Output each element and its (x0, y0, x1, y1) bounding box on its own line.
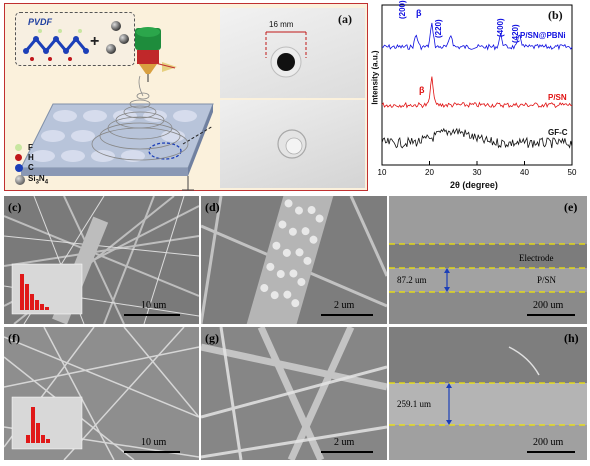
series-label-gfc: GF-C (548, 128, 568, 137)
sem-c-texture (4, 196, 199, 324)
photo-top: 16 mm (a) (220, 8, 365, 98)
scale-label-h: 200 um (533, 437, 564, 448)
legend-dot-si3n4 (15, 174, 25, 185)
spinneret-icon (135, 27, 177, 82)
histogram-c (11, 263, 83, 315)
sem-e-texture (389, 196, 587, 324)
sem-d-texture (201, 196, 387, 324)
scalebar-d (321, 314, 373, 316)
peak-label-200: (200) (398, 0, 407, 19)
panel-a: PVDF + (4, 3, 368, 191)
panel-letter-a: (a) (338, 12, 352, 26)
panel-letter-g: (g) (205, 331, 219, 345)
scale-label-c: 10 um (141, 300, 167, 311)
peak-label-beta-red: β (419, 85, 425, 95)
panel-letter-e: (e) (564, 200, 578, 214)
fiber-spiral (91, 75, 189, 161)
panel-e: (e) Electrode P/SN 87.2 um 200 um (389, 196, 587, 324)
pvdf-label: PVDF (28, 17, 53, 27)
x-tick-label: 40 (520, 168, 529, 177)
sem-f-texture (4, 327, 199, 460)
histogram-f (11, 396, 83, 450)
legend-label-c: C (28, 163, 34, 172)
pvdf-inset: PVDF + (15, 12, 135, 66)
xrd-xlabel: 2θ (degree) (450, 180, 498, 190)
scalebar-h (527, 451, 575, 453)
sem-g-texture (201, 327, 387, 460)
panel-c: (c) 10 um (4, 196, 199, 324)
disc-photo (265, 31, 307, 78)
molecule-chain (23, 29, 89, 61)
panel-letter-f: (f) (8, 331, 20, 345)
legend-item-si3n4: Si3N4 (15, 173, 55, 186)
x-tick-label: 30 (473, 168, 482, 177)
peak-label-420: (420) (511, 24, 520, 43)
panel-b: 10 20 30 40 50 Intensity (a.u.) 2θ (degree) … (370, 0, 588, 193)
atom-legend: F H C Si3N4 (15, 142, 55, 186)
panel-g: (g) 2 um (201, 327, 387, 460)
panel-letter-c: (c) (8, 200, 22, 214)
thickness-label-e: 87.2 um (397, 275, 427, 285)
layer-label-electrode: Electrode (519, 253, 554, 263)
panel-d: (d) 2 um (201, 196, 387, 324)
scale-label-d: 2 um (334, 300, 355, 311)
peak-label-220: (220) (434, 19, 443, 38)
legend-label-h: H (28, 152, 34, 162)
scale-label-e: 200 um (533, 300, 564, 311)
xrd-chart: 10 20 30 40 50 (378, 4, 577, 177)
series-line-1 (381, 76, 573, 109)
series-line-2 (381, 127, 573, 149)
xrd-ylabel: Intensity (a.u.) (370, 50, 380, 105)
legend-item-c: C (15, 162, 55, 173)
panel-letter-d: (d) (205, 200, 220, 214)
series-label-psn-pbni: P/SN@PBNi (520, 31, 566, 40)
legend-item-h: H (15, 152, 55, 162)
target-ellipse (148, 142, 182, 160)
legend-label-f: F (28, 142, 33, 152)
plus-sign: + (90, 33, 100, 50)
pvdf-molecule (23, 29, 89, 61)
panel-h: (h) 259.1 um 200 um (389, 327, 587, 460)
legend-label-si3n4: Si3N4 (28, 173, 49, 186)
scalebar-e (527, 314, 575, 316)
scalebar-g (321, 451, 373, 453)
scale-label-g: 2 um (334, 437, 355, 448)
legend-dot-f (15, 143, 22, 151)
legend-dot-c (15, 163, 23, 172)
panel-letter-b: (b) (548, 8, 563, 22)
scalebar-c (124, 314, 180, 316)
sem-h-texture (389, 327, 587, 460)
panel-letter-h: (h) (564, 331, 579, 345)
legend-item-f: F (15, 142, 55, 152)
scale-label-f: 10 um (141, 437, 167, 448)
disc-photo-2 (277, 129, 307, 159)
x-tick-label: 50 (568, 168, 577, 177)
panel-f: (f) 10 um (4, 327, 199, 460)
dimension-label: 16 mm (269, 20, 294, 29)
series-label-psn: P/SN (548, 93, 567, 102)
photo-bottom (220, 100, 365, 188)
scalebar-f (124, 451, 180, 453)
x-tick-label: 20 (425, 168, 434, 177)
si3n4-particles (106, 21, 129, 54)
thickness-label-h: 259.1 um (397, 399, 432, 409)
legend-dot-h (15, 153, 22, 161)
peak-label-beta-blue: β (416, 8, 422, 18)
peak-label-400: (400) (496, 18, 505, 37)
x-tick-label: 10 (378, 168, 387, 177)
series-line-0 (381, 22, 573, 51)
layer-label-psn: P/SN (537, 275, 557, 285)
